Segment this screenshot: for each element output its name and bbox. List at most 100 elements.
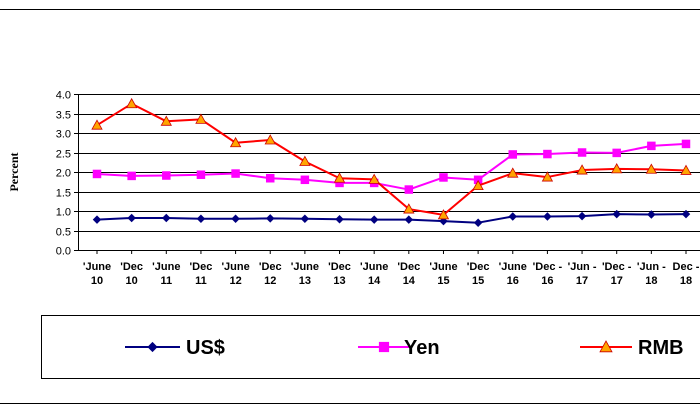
series-rmb [91, 97, 692, 220]
data-point-yen [231, 169, 240, 178]
data-point-yen [300, 175, 310, 185]
x-tick-label: 13 [299, 275, 311, 287]
data-point-us [647, 210, 656, 219]
series-line-rmb [96, 102, 687, 216]
data-point-us [612, 209, 621, 219]
x-tick-label: 'Dec [397, 261, 420, 273]
data-point-yen [335, 178, 344, 188]
x-tick-label: 'Dec - [533, 261, 563, 273]
x-tick-label: Dec - [673, 261, 700, 273]
data-point-yen [404, 185, 414, 194]
data-point-rmb [611, 163, 623, 174]
x-tick-label: 'June [429, 261, 457, 273]
data-point-us [577, 211, 587, 221]
data-point-us [681, 209, 691, 219]
y-tick-label: 3.0 [56, 129, 71, 141]
data-point-us [404, 215, 414, 224]
y-tick-label: 2.0 [56, 168, 71, 180]
legend-marker-yen [378, 341, 390, 353]
data-point-us [162, 213, 171, 223]
x-tick-label: 'Dec [467, 261, 490, 273]
x-tick-label: 10 [126, 275, 138, 287]
data-point-yen [265, 173, 275, 183]
y-tick-label: 1.0 [56, 207, 71, 219]
series-yen [92, 139, 691, 194]
series-line-us [96, 213, 687, 224]
data-point-rmb [472, 179, 484, 191]
series-line-yen [96, 142, 687, 191]
data-point-rmb [437, 209, 450, 220]
data-point-us [473, 218, 483, 227]
data-point-yen [473, 175, 483, 185]
data-point-yen [647, 141, 656, 151]
data-point-us [231, 214, 240, 224]
legend-label-us: US$ [186, 337, 225, 359]
data-point-us [508, 212, 518, 221]
x-tick-label: 11 [160, 275, 172, 287]
x-tick-label: 'Jun - [568, 261, 597, 273]
legend-item-yen: Yen [358, 337, 440, 359]
x-tick-label: 'Dec - [602, 261, 632, 273]
legend-label-yen: Yen [404, 337, 440, 359]
x-tick-label: 11 [195, 275, 207, 287]
x-axis-ticks: 'June 10 'Dec 10 'June 11 'Dec 11 'June 12 'Dec 12 '… [83, 250, 700, 287]
data-point-rmb [645, 163, 658, 174]
data-point-us [265, 214, 275, 223]
data-point-rmb [576, 164, 588, 175]
data-point-yen [612, 148, 621, 158]
x-tick-label: 14 [368, 275, 381, 287]
x-tick-label: 'June [221, 261, 249, 273]
x-tick-label: 'Dec [190, 261, 213, 273]
data-point-rmb [229, 136, 242, 148]
data-point-rmb [299, 155, 311, 166]
data-point-yen [508, 150, 518, 159]
x-tick-label: 'June [83, 261, 111, 273]
legend-marker-us [147, 341, 158, 353]
data-point-yen [127, 171, 136, 181]
x-tick-label: 14 [403, 275, 416, 287]
x-tick-label: 'Jun - [637, 261, 666, 273]
x-tick-label: 'Dec [328, 261, 351, 273]
y-tick-label: 2.5 [56, 149, 71, 161]
x-tick-label: 'Dec [120, 261, 143, 273]
data-point-yen [577, 148, 587, 157]
data-point-us [543, 212, 552, 221]
axes [78, 94, 700, 251]
legend-item-us: US$ [125, 337, 225, 359]
data-point-yen [92, 169, 102, 179]
legend: US$ Yen RMB [125, 337, 684, 359]
data-point-us [335, 214, 344, 224]
y-tick-label: 0.0 [56, 246, 71, 258]
data-point-rmb [195, 113, 207, 124]
y-axis-ticks: 0.0 0.5 1.0 1.5 2.0 2.5 3.0 3.5 4.0 [56, 90, 78, 258]
data-point-yen [162, 171, 171, 180]
x-tick-label: 17 [576, 275, 588, 287]
data-point-rmb [264, 134, 276, 145]
data-point-us [300, 214, 310, 224]
data-point-yen [543, 149, 552, 159]
x-tick-label: 'June [360, 261, 388, 273]
data-point-rmb [125, 97, 138, 109]
data-point-yen [196, 170, 206, 179]
x-tick-label: 'June [499, 261, 527, 273]
data-point-us [92, 215, 102, 224]
gridlines [78, 94, 700, 232]
data-point-us [369, 215, 379, 224]
x-tick-label: 10 [91, 275, 103, 287]
x-tick-label: 16 [541, 275, 553, 287]
y-tick-label: 1.5 [56, 188, 71, 200]
series-us [92, 209, 691, 227]
y-tick-label: 4.0 [56, 90, 71, 102]
data-point-yen [681, 139, 691, 149]
data-point-rmb [368, 173, 380, 184]
x-tick-label: 15 [472, 275, 484, 287]
x-tick-label: 'June [291, 261, 319, 273]
x-tick-label: 16 [507, 275, 519, 287]
data-point-rmb [507, 167, 519, 178]
x-tick-label: 18 [645, 275, 657, 287]
data-point-rmb [680, 164, 692, 175]
series-group [91, 97, 692, 227]
x-tick-label: 13 [333, 275, 345, 287]
x-tick-label: 18 [680, 275, 692, 287]
